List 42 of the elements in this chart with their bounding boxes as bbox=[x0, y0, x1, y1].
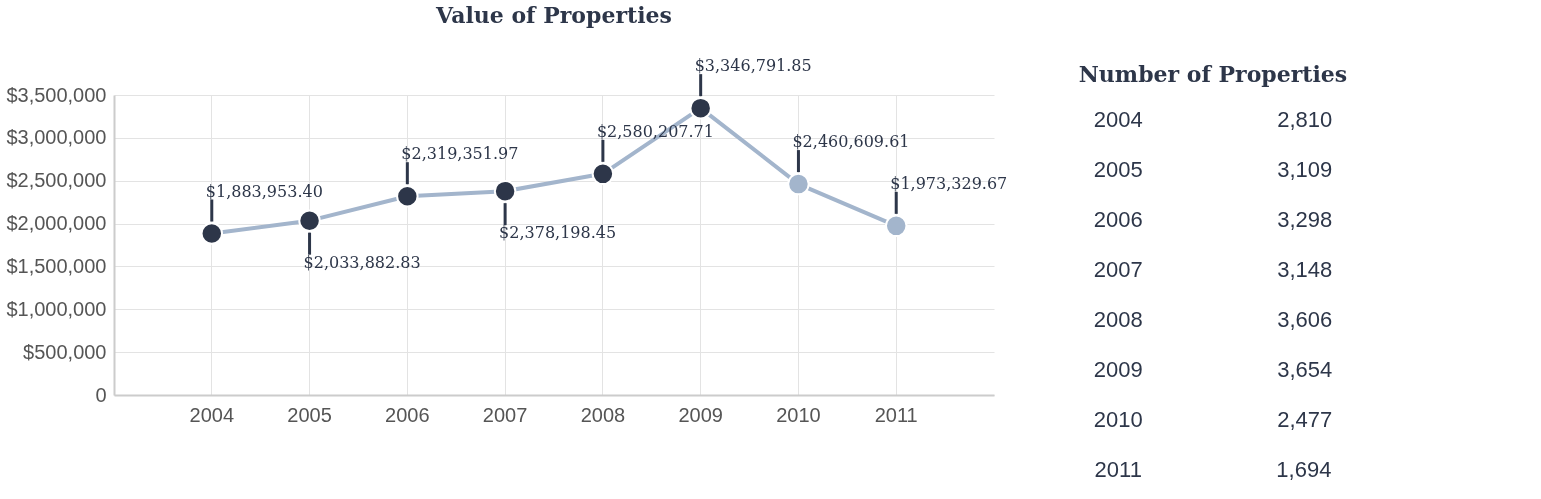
point bbox=[493, 179, 517, 203]
point bbox=[689, 96, 712, 120]
data-label: $1,883,953.40 bbox=[205, 181, 323, 201]
point bbox=[787, 172, 810, 196]
text: 2008 3,606 bbox=[1093, 307, 1333, 332]
x-tick-label: 2006 bbox=[385, 403, 430, 426]
x-tick-label: 2005 bbox=[287, 403, 332, 426]
y-tick-label: $2,500,000 bbox=[6, 169, 107, 192]
text: 2010 2,477 bbox=[1093, 407, 1333, 432]
data-label: $3,346,791.85 bbox=[694, 56, 812, 76]
point bbox=[396, 184, 419, 208]
x-tick-label: 2007 bbox=[482, 403, 528, 426]
data-label: $1,973,329.67 bbox=[890, 173, 1008, 193]
point bbox=[200, 222, 224, 245]
x-tick-label: 2004 bbox=[189, 403, 235, 426]
y-tick-label: $3,500,000 bbox=[6, 83, 107, 106]
text: 2006 3,298 bbox=[1093, 207, 1333, 232]
data-label: $2,460,609.61 bbox=[792, 132, 910, 152]
text: 2011 1,694 bbox=[1094, 457, 1332, 482]
point bbox=[298, 209, 321, 232]
x-tick-label: 2008 bbox=[580, 403, 626, 426]
point bbox=[591, 162, 615, 186]
data-label: $2,580,207.71 bbox=[596, 121, 714, 141]
data-label: $2,033,882.83 bbox=[303, 252, 421, 272]
x-tick-label: 2010 bbox=[776, 403, 821, 426]
text: 2007 3,148 bbox=[1093, 257, 1333, 282]
text: 2009 3,654 bbox=[1093, 357, 1333, 382]
y-tick-label: $1,000,000 bbox=[6, 297, 107, 320]
y-tick-label: $500,000 bbox=[23, 340, 107, 363]
y-tick-label: $1,500,000 bbox=[6, 254, 107, 277]
x-tick-label: 2011 bbox=[874, 403, 918, 426]
x-tick-label: 2009 bbox=[678, 403, 723, 426]
data-label: $2,319,351.97 bbox=[401, 144, 519, 164]
point bbox=[884, 214, 908, 238]
y-tick-label: 0 bbox=[95, 383, 107, 406]
text: 2005 3,109 bbox=[1093, 157, 1333, 182]
data-label: $2,378,198.45 bbox=[499, 223, 617, 243]
chart-title: Value of Properties bbox=[435, 2, 672, 29]
text: Number of Properties bbox=[1078, 61, 1348, 87]
y-tick-label: $3,000,000 bbox=[6, 126, 107, 149]
text: 2004 2,810 bbox=[1093, 107, 1333, 132]
y-tick-label: $2,000,000 bbox=[6, 212, 107, 235]
